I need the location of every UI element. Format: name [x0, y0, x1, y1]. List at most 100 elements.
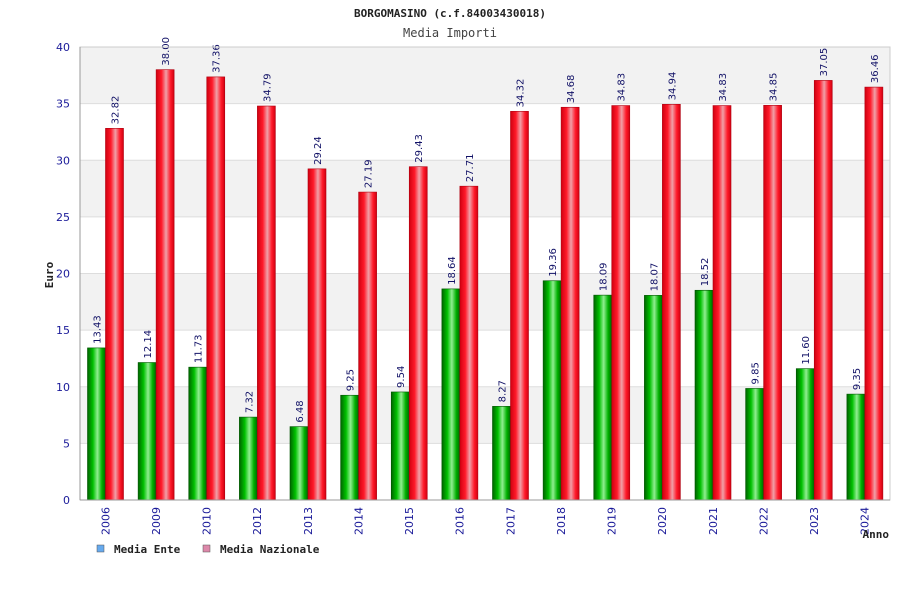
bar-media-nazionale	[712, 105, 732, 501]
data-label-media-nazionale: 29.24	[313, 136, 324, 165]
data-label-media-ente: 13.43	[93, 315, 104, 344]
y-tick-label: 40	[56, 41, 70, 54]
bar-media-nazionale	[510, 111, 529, 501]
data-label-media-ente: 9.25	[346, 369, 357, 391]
data-label-media-nazionale: 36.46	[870, 54, 881, 83]
bar-media-nazionale	[257, 105, 276, 501]
x-tick-label: 2012	[251, 507, 264, 535]
x-tick-label: 2009	[150, 507, 163, 535]
bar-media-ente	[846, 393, 866, 501]
x-axis-label: Anno	[863, 528, 890, 541]
bar-media-ente	[137, 362, 157, 501]
y-tick-label: 35	[56, 98, 70, 111]
data-label-media-nazionale: 34.85	[769, 73, 780, 102]
data-label-media-ente: 12.14	[143, 330, 154, 359]
data-label-media-nazionale: 27.19	[364, 159, 375, 188]
data-label-media-ente: 7.32	[244, 391, 255, 413]
x-tick-label: 2010	[201, 507, 214, 535]
x-tick-label: 2013	[302, 507, 315, 535]
bar-media-nazionale	[864, 86, 884, 501]
data-label-media-ente: 9.85	[751, 362, 762, 384]
bar-media-ente	[87, 347, 106, 501]
legend-label: Media Nazionale	[220, 543, 320, 556]
data-label-media-ente: 18.09	[599, 262, 610, 291]
data-label-media-ente: 8.27	[498, 380, 509, 402]
x-tick-label: 2015	[403, 507, 416, 535]
x-tick-label: 2022	[757, 507, 770, 535]
bar-media-nazionale	[459, 185, 479, 501]
bar-media-ente	[188, 366, 208, 501]
data-label-media-nazionale: 34.94	[667, 72, 678, 101]
y-tick-label: 15	[56, 324, 70, 337]
bar-media-nazionale	[813, 80, 833, 501]
data-label-media-ente: 18.64	[447, 256, 458, 285]
bar-media-ente	[340, 394, 359, 501]
y-tick-label: 0	[63, 494, 70, 507]
bar-media-ente	[542, 280, 562, 501]
bar-media-nazionale	[611, 105, 631, 501]
data-label-media-ente: 11.60	[801, 336, 812, 365]
bar-media-nazionale	[560, 106, 580, 501]
y-tick-label: 20	[56, 268, 70, 281]
data-label-media-ente: 9.54	[396, 366, 407, 388]
bar-media-ente	[441, 288, 461, 501]
legend-label: Media Ente	[114, 543, 181, 556]
x-tick-label: 2019	[606, 507, 619, 535]
data-label-media-nazionale: 37.36	[212, 44, 223, 73]
bar-media-ente	[289, 426, 309, 501]
bar-media-ente	[745, 388, 764, 501]
bar-media-ente	[390, 391, 410, 501]
bar-media-nazionale	[105, 128, 124, 501]
x-tick-label: 2014	[352, 507, 365, 535]
legend-swatch	[202, 544, 211, 553]
legend-swatch	[96, 544, 105, 553]
data-label-media-ente: 11.73	[194, 335, 205, 364]
data-label-media-nazionale: 32.82	[111, 96, 122, 125]
data-label-media-ente: 9.35	[852, 368, 863, 390]
y-tick-label: 30	[56, 154, 70, 167]
x-tick-label: 2016	[454, 507, 467, 535]
data-label-media-ente: 18.52	[700, 258, 711, 287]
y-tick-label: 5	[63, 437, 70, 450]
data-label-media-nazionale: 27.71	[465, 154, 476, 183]
x-tick-label: 2021	[707, 507, 720, 535]
x-tick-label: 2006	[99, 507, 112, 535]
y-axis-label: Euro	[43, 261, 56, 288]
x-tick-label: 2017	[504, 507, 517, 535]
bar-media-nazionale	[307, 168, 327, 501]
bar-media-ente	[492, 406, 511, 501]
axes-group: 0 5 10 15 20 25 30 35 40 2006 2009 2010 2012 2013 2014…	[56, 41, 891, 535]
y-tick-label: 25	[56, 211, 70, 224]
data-label-media-nazionale: 29.43	[414, 134, 425, 163]
bar-media-nazionale	[408, 166, 428, 501]
x-tick-label: 2020	[656, 507, 669, 535]
legend: Media Ente Media Nazionale	[96, 543, 320, 556]
data-label-media-ente: 19.36	[548, 248, 559, 277]
bars-group	[87, 69, 884, 501]
data-label-media-nazionale: 38.00	[161, 37, 172, 66]
data-label-media-nazionale: 34.68	[566, 75, 577, 104]
y-tick-label: 10	[56, 381, 70, 394]
data-label-media-nazionale: 37.05	[819, 48, 830, 77]
bar-media-ente	[239, 416, 258, 501]
bar-media-ente	[644, 295, 663, 501]
bar-media-ente	[795, 368, 815, 501]
data-label-media-nazionale: 34.83	[718, 73, 729, 102]
x-tick-label: 2018	[555, 507, 568, 535]
data-labels-group: 13.43 32.82 12.14 38.00 11.73 37.36 7.32 34.79 6…	[93, 37, 881, 423]
bar-media-nazionale	[206, 76, 226, 501]
data-label-media-ente: 18.07	[649, 263, 660, 292]
data-label-media-ente: 6.48	[295, 400, 306, 422]
x-tick-label: 2023	[808, 507, 821, 535]
data-label-media-nazionale: 34.79	[262, 73, 273, 102]
x-tick-label: 2024	[859, 507, 872, 535]
bar-media-nazionale	[763, 105, 782, 501]
bar-media-nazionale	[358, 191, 377, 501]
bar-media-ente	[694, 289, 714, 501]
bar-media-ente	[593, 294, 613, 501]
bar-media-nazionale	[155, 69, 175, 501]
bar-media-nazionale	[662, 104, 681, 501]
data-label-media-nazionale: 34.32	[516, 79, 527, 108]
